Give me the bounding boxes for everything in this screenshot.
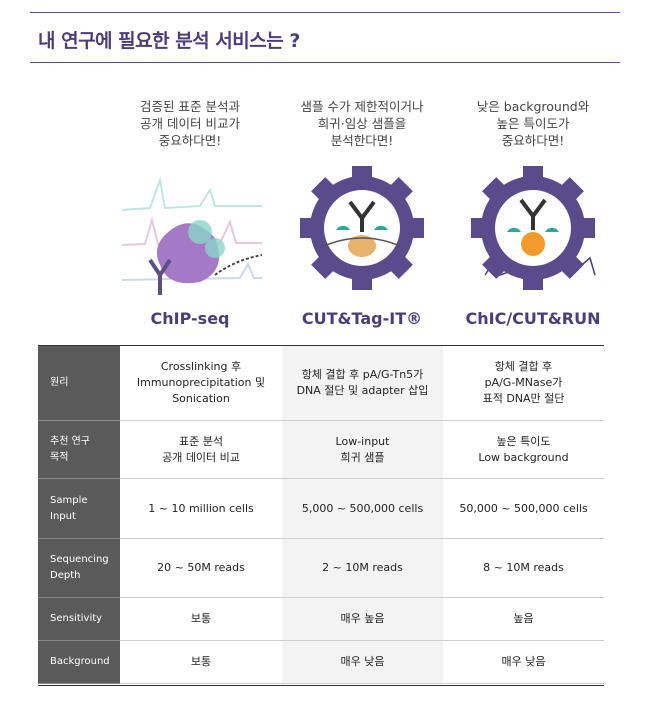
service-name: ChIP-seq (150, 309, 230, 328)
row-header: 추천 연구 목적 (38, 421, 120, 479)
row-header: 원리 (38, 346, 120, 421)
table-cell: Low-input 희귀 샘플 (282, 421, 443, 479)
title-rule (30, 62, 620, 63)
table-cell: 높음 (443, 598, 604, 641)
cut-tag-icon (300, 166, 424, 290)
service-description: 낮은 background와 높은 특이도가 중요하다면! (476, 99, 590, 148)
service-description: 샘플 수가 제한적이거나 희귀·임상 샘플을 분석한다면! (300, 99, 424, 148)
service-description: 검증된 표준 분석과 공개 데이터 비교가 중요하다면! (140, 99, 240, 148)
table-cell: 매우 낮음 (282, 641, 443, 684)
table-cell: 50,000 ~ 500,000 cells (443, 479, 604, 539)
chip-icon (121, 176, 263, 295)
row-header: Background (38, 641, 120, 684)
table-cell: 표준 분석 공개 데이터 비교 (120, 421, 282, 479)
comparison-table: 원리 Crosslinking 후 Immunoprecipitation 및 S… (38, 345, 604, 686)
table-cell: 2 ~ 10M reads (282, 539, 443, 598)
row-header: Sequencing Depth (38, 539, 120, 598)
row-header: Sensitivity (38, 598, 120, 641)
table-cell: 높은 특이도 Low background (443, 421, 604, 479)
table-cell: Crosslinking 후 Immunoprecipitation 및 Son… (120, 346, 282, 421)
table-cell: 1 ~ 10 million cells (120, 479, 282, 539)
service-name: CUT&Tag-IT® (301, 309, 423, 328)
table-cell: 8 ~ 10M reads (443, 539, 604, 598)
table-cell: 항체 결합 후 pA/G-MNase가 표적 DNA만 절단 (443, 346, 604, 421)
service-icons (121, 166, 596, 295)
service-name: ChIC/CUT&RUN (465, 309, 601, 328)
table-cell: 매우 낮음 (443, 641, 604, 684)
table-cell: 보통 (120, 598, 282, 641)
table-cell: 20 ~ 50M reads (120, 539, 282, 598)
table-cell: 매우 높음 (282, 598, 443, 641)
top-rule (30, 12, 620, 13)
chic-icon (471, 166, 596, 290)
table-cell: 보통 (120, 641, 282, 684)
table-cell: 항체 결합 후 pA/G-Tn5가 DNA 절단 및 adapter 삽입 (282, 346, 443, 421)
page-title: 내 연구에 필요한 분석 서비스는 ? (38, 30, 300, 52)
table-cell: 5,000 ~ 500,000 cells (282, 479, 443, 539)
row-header: Sample Input (38, 479, 120, 539)
